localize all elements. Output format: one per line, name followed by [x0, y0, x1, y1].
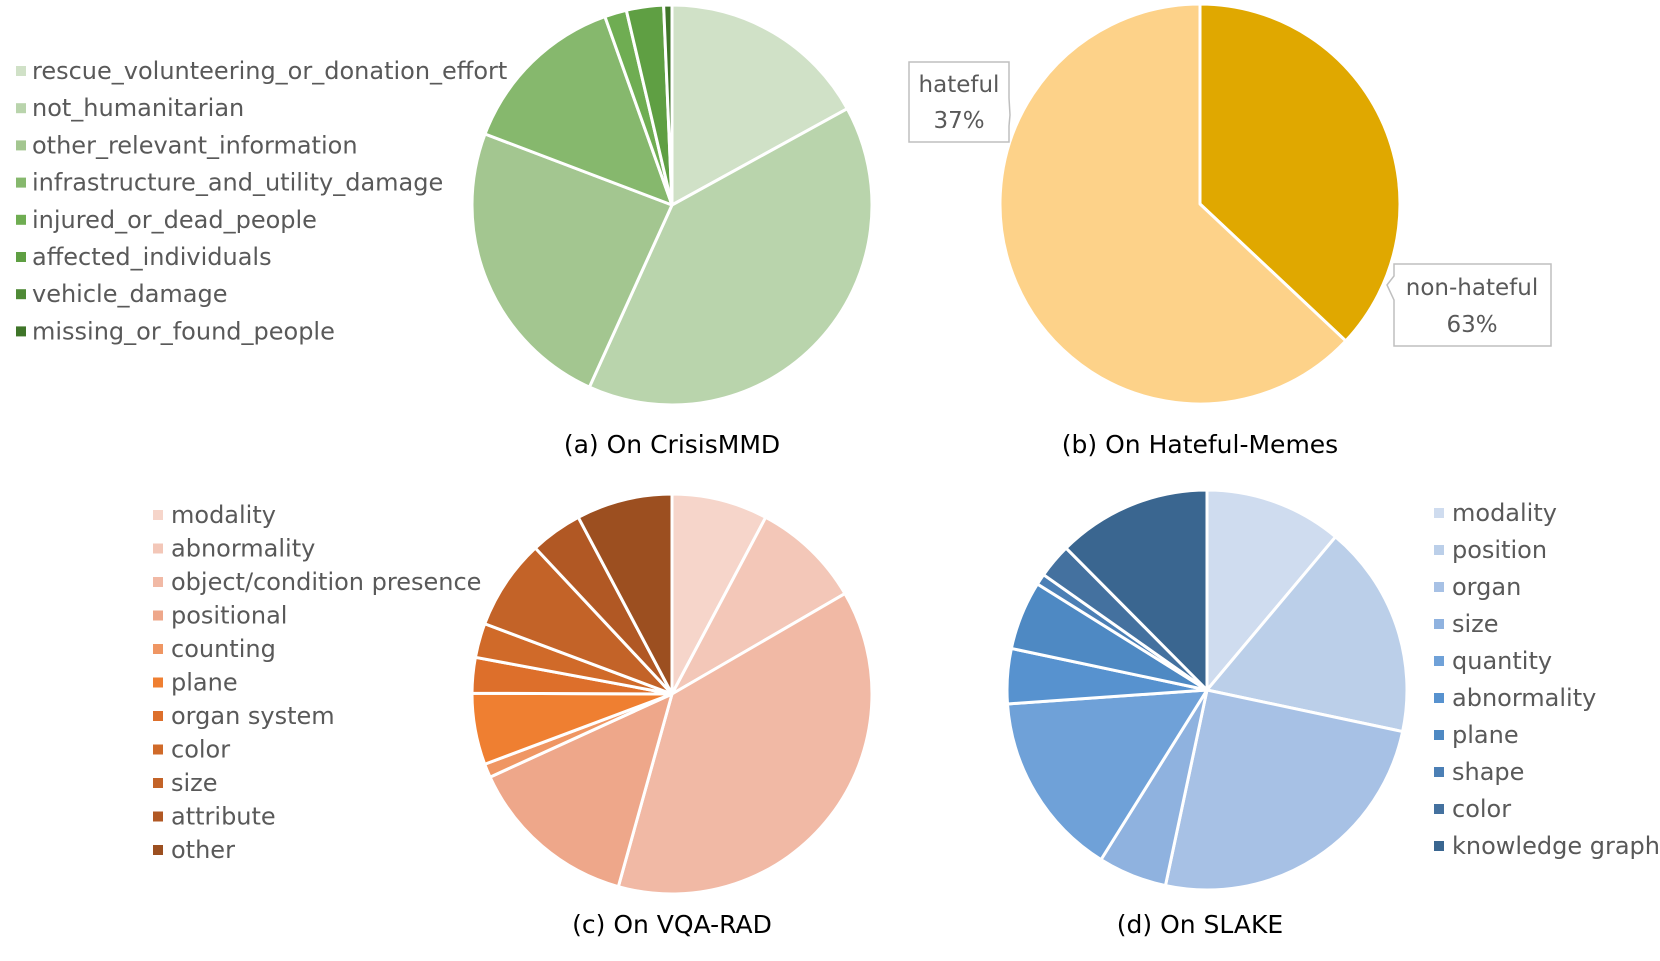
pie-chart-3: [1005, 488, 1409, 892]
pie-slice-organ: [1163, 688, 1405, 892]
legend-label: modality: [1452, 499, 1557, 527]
legend-swatch: [1434, 693, 1444, 703]
legend-label: counting: [171, 635, 276, 663]
legend-swatch: [16, 140, 26, 151]
legend-label: size: [1452, 610, 1499, 638]
pie-slice-not-humanitarian: [587, 107, 874, 407]
chart-caption-1: (b) On Hateful-Memes: [1062, 430, 1338, 459]
legend-swatch: [16, 252, 26, 262]
pie-slice-modality: [670, 492, 768, 696]
legend-label: affected_individuals: [32, 243, 272, 271]
legend-label: organ system: [171, 702, 335, 730]
chart-caption-2: (c) On VQA-RAD: [572, 910, 772, 939]
legend-swatch: [16, 177, 26, 188]
pie-slice-positional: [488, 692, 674, 889]
legend-label: position: [1452, 536, 1547, 564]
legend-label: plane: [1452, 721, 1519, 749]
callout-value: 37%: [933, 108, 984, 134]
pie-slice-hateful: [1198, 2, 1402, 343]
legend-label: rescue_volunteering_or_donation_effort: [32, 57, 507, 85]
legend-label: organ: [1452, 573, 1521, 601]
legend-swatch: [1434, 545, 1444, 555]
legend-swatch: [153, 744, 163, 755]
legend-swatch: [16, 66, 26, 76]
pie-chart-0: [470, 3, 874, 407]
legend-label: abnormality: [1452, 684, 1596, 712]
legend-label: injured_or_dead_people: [32, 206, 317, 234]
legend-swatch: [1434, 804, 1444, 814]
legend-label: object/condition presence: [171, 568, 481, 596]
legend-label: other: [171, 836, 235, 864]
legend-label: infrastructure_and_utility_damage: [32, 169, 443, 197]
legend-swatch: [153, 610, 163, 621]
legend-swatch: [1434, 730, 1444, 740]
chart-caption-0: (a) On CrisisMMD: [564, 430, 780, 459]
legend-label: knowledge graph: [1452, 832, 1660, 860]
legend-label: shape: [1452, 758, 1524, 786]
legend-swatch: [153, 543, 163, 554]
legend-label: other_relevant_information: [32, 131, 358, 159]
pie-slice-object-condition-presence: [616, 592, 874, 896]
pie-slice-other-relevant-information: [470, 132, 674, 389]
legend-label: vehicle_damage: [32, 280, 228, 308]
pie-slice-infrastructure-and-utility-damage: [483, 15, 674, 207]
legend-swatch: [153, 845, 163, 855]
legend-swatch: [153, 644, 163, 654]
legend-swatch: [16, 103, 26, 114]
legend-0: rescue_volunteering_or_donation_effortno…: [16, 57, 507, 345]
legend-swatch: [1434, 656, 1444, 666]
legend-swatch: [1434, 767, 1444, 777]
pie-slice-rescue-volunteering-or-donation-effort: [670, 3, 849, 207]
data-label-hateful: hateful 37%: [908, 61, 1011, 143]
legend-swatch: [153, 677, 163, 688]
callout-box: [908, 61, 1011, 143]
legend-swatch: [1434, 508, 1444, 518]
pie-chart-2: [470, 492, 874, 896]
pie-slice-non-hateful: [998, 2, 1348, 406]
callout-name: non-hateful: [1406, 275, 1538, 301]
pie-slice-abnormality: [670, 515, 847, 696]
chart-caption-3: (d) On SLAKE: [1117, 910, 1283, 939]
legend-swatch: [1434, 619, 1444, 629]
callout-box: [1386, 263, 1552, 347]
legend-swatch: [16, 289, 26, 300]
legend-label: color: [171, 736, 230, 764]
legend-label: modality: [171, 501, 276, 529]
pie-slice-knowledge-graph: [1064, 488, 1209, 692]
legend-label: quantity: [1452, 647, 1552, 675]
legend-swatch: [153, 778, 163, 788]
pie-slice-quantity: [1005, 688, 1209, 862]
legend-swatch: [153, 811, 163, 822]
legend-swatch: [16, 326, 26, 337]
legend-swatch: [16, 214, 26, 225]
legend-label: size: [171, 769, 218, 797]
legend-label: color: [1452, 795, 1511, 823]
legend-swatch: [153, 510, 163, 520]
callout-name: hateful: [919, 72, 1000, 98]
legend-2: modality abnormality object/condition pres…: [153, 501, 481, 864]
pie-slice-missing-or-found-people: [662, 3, 674, 207]
pie-slice-other: [576, 492, 674, 696]
callout-value: 63%: [1446, 312, 1497, 338]
legend-3: modality position organ size quantity abnorma…: [1434, 499, 1660, 860]
pie-slice-modality: [1205, 488, 1338, 692]
legend-swatch: [153, 577, 163, 587]
legend-label: positional: [171, 602, 287, 630]
legend-label: missing_or_found_people: [32, 317, 335, 345]
data-label-non-hateful: non-hateful 63%: [1386, 263, 1552, 347]
legend-label: abnormality: [171, 535, 315, 563]
legend-swatch: [1434, 841, 1444, 851]
pie-slice-position: [1205, 535, 1409, 734]
legend-swatch: [153, 711, 163, 721]
legend-swatch: [1434, 582, 1444, 592]
pie-chart-1: [998, 2, 1402, 406]
legend-label: attribute: [171, 803, 276, 831]
legend-label: not_humanitarian: [32, 94, 244, 122]
legend-label: plane: [171, 669, 238, 697]
